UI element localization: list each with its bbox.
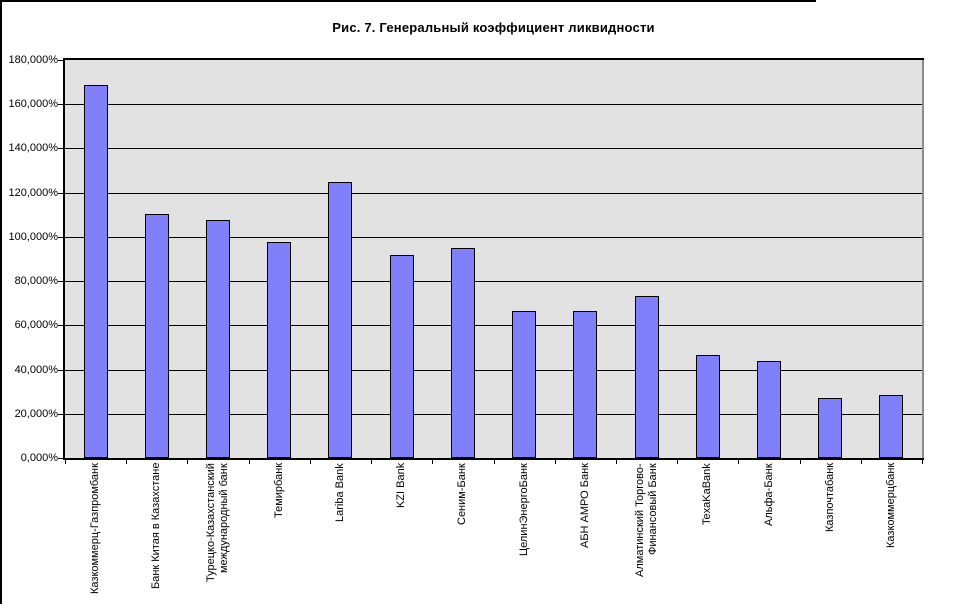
y-axis-tick-label: 20,000%	[14, 407, 58, 420]
x-category-cell: Банк Китая в Казахстане	[126, 463, 187, 609]
y-axis-tick-mark	[58, 236, 64, 238]
x-category-label: Казпочтабанк	[823, 463, 836, 533]
x-category-cell: Турецко-Казахстанский международный банк	[187, 463, 248, 609]
y-axis-tick-mark	[58, 60, 64, 61]
y-axis-tick-label: 180,000%	[8, 54, 58, 66]
x-category-cell: Казпочтабанк	[800, 463, 861, 609]
x-category-label: Альфа-Банк	[762, 463, 775, 526]
x-category-label: Темирбанк	[272, 463, 285, 519]
x-axis-tick-mark	[248, 460, 250, 464]
x-axis-tick-mark	[493, 460, 495, 464]
x-axis-tick-mark	[554, 460, 556, 464]
bar	[267, 241, 292, 458]
y-axis-tick-label: 80,000%	[14, 275, 58, 288]
x-category-cell: Lariba Bank	[310, 463, 371, 609]
bar	[328, 182, 353, 458]
y-axis-tick-mark	[58, 458, 64, 459]
y-axis-tick-mark	[58, 369, 64, 371]
bar	[879, 395, 904, 458]
x-axis-tick-mark	[432, 460, 434, 464]
gridline	[65, 413, 922, 415]
gridline	[65, 148, 922, 150]
x-axis-tick-mark	[371, 460, 373, 464]
x-category-label: TexaKaBank	[701, 463, 714, 525]
x-axis-tick-mark	[187, 460, 189, 464]
y-axis-tick-label: 0,000%	[20, 452, 58, 464]
bar	[818, 398, 843, 458]
x-axis-tick-mark	[65, 460, 66, 464]
x-category-label: Турецко-Казахстанский международный банк	[205, 463, 231, 582]
image-border-left	[0, 0, 2, 604]
bar	[144, 213, 169, 458]
x-category-label: Lariba Bank	[333, 463, 346, 522]
x-category-label: ЦелинЭнергоБанк	[517, 463, 530, 556]
y-axis-tick-label: 140,000%	[8, 142, 58, 155]
bar	[206, 219, 231, 458]
bar	[695, 355, 720, 458]
x-axis-tick-mark	[309, 460, 311, 464]
plot-area	[65, 60, 922, 458]
y-axis-tick-mark	[58, 413, 64, 415]
x-category-cell: Алматинский Торгово- Финансовый Банк	[616, 463, 677, 609]
bar	[573, 310, 598, 458]
x-category-cell: TexaKaBank	[677, 463, 738, 609]
x-axis-labels: Казкоммерц-Газпромбанк Банк Китая в Казах…	[65, 463, 922, 609]
x-category-cell: KZI Bank	[371, 463, 432, 609]
x-axis-tick-mark	[799, 460, 801, 464]
bar	[83, 85, 108, 458]
x-axis-tick-mark	[738, 460, 740, 464]
y-axis-tick-mark	[58, 148, 64, 150]
gridline	[65, 281, 922, 283]
bar	[512, 310, 537, 458]
gridline	[65, 104, 922, 106]
y-axis-tick-mark	[58, 104, 64, 106]
y-axis-tick-label: 100,000%	[8, 230, 58, 243]
image-border-top	[0, 0, 816, 2]
chart-title: Рис. 7. Генеральный коэффициент ликвидно…	[332, 20, 655, 35]
y-axis-tick-label: 160,000%	[8, 98, 58, 111]
x-category-cell: ЦелинЭнергоБанк	[494, 463, 555, 609]
x-category-label: Казкоммерц-Газпромбанк	[89, 463, 102, 594]
x-category-label: Банк Китая в Казахстане	[150, 463, 163, 590]
bar	[389, 254, 414, 458]
y-axis-tick-mark	[58, 192, 64, 194]
y-axis-tick-mark	[58, 281, 64, 283]
gridline	[65, 369, 922, 371]
x-axis-tick-mark	[615, 460, 617, 464]
x-category-cell: Темирбанк	[249, 463, 310, 609]
x-category-cell: Казкоммерц-Газпромбанк	[65, 463, 126, 609]
x-axis-line	[63, 458, 924, 460]
gridline	[65, 236, 922, 238]
gridline	[65, 192, 922, 194]
x-category-cell: Альфа-Банк	[738, 463, 799, 609]
x-axis-tick-mark	[922, 460, 923, 464]
x-axis-tick-mark	[677, 460, 679, 464]
x-axis-tick-mark	[860, 460, 862, 464]
x-category-label: АБН АМРО Банк	[578, 463, 591, 548]
x-category-label: Алматинский Торгово- Финансовый Банк	[633, 463, 659, 577]
y-axis-tick-label: 60,000%	[14, 319, 58, 332]
plot-border-top	[63, 58, 924, 60]
gridline	[65, 325, 922, 327]
x-axis-tick-mark	[126, 460, 128, 464]
x-category-cell: АБН АМРО Банк	[555, 463, 616, 609]
bar	[450, 248, 475, 458]
bar	[634, 295, 659, 458]
plot-border-right	[922, 60, 924, 458]
y-axis-tick-mark	[58, 325, 64, 327]
x-category-cell: Казкоммерцбанк	[861, 463, 922, 609]
x-category-label: Казкоммерцбанк	[884, 463, 897, 549]
x-category-cell: Сеним-Банк	[432, 463, 493, 609]
bar	[756, 361, 781, 458]
y-axis-line	[63, 58, 65, 460]
x-category-label: KZI Bank	[395, 463, 408, 509]
y-axis-tick-label: 40,000%	[14, 363, 58, 376]
x-category-label: Сеним-Банк	[456, 463, 469, 525]
y-axis-tick-label: 120,000%	[8, 186, 58, 199]
